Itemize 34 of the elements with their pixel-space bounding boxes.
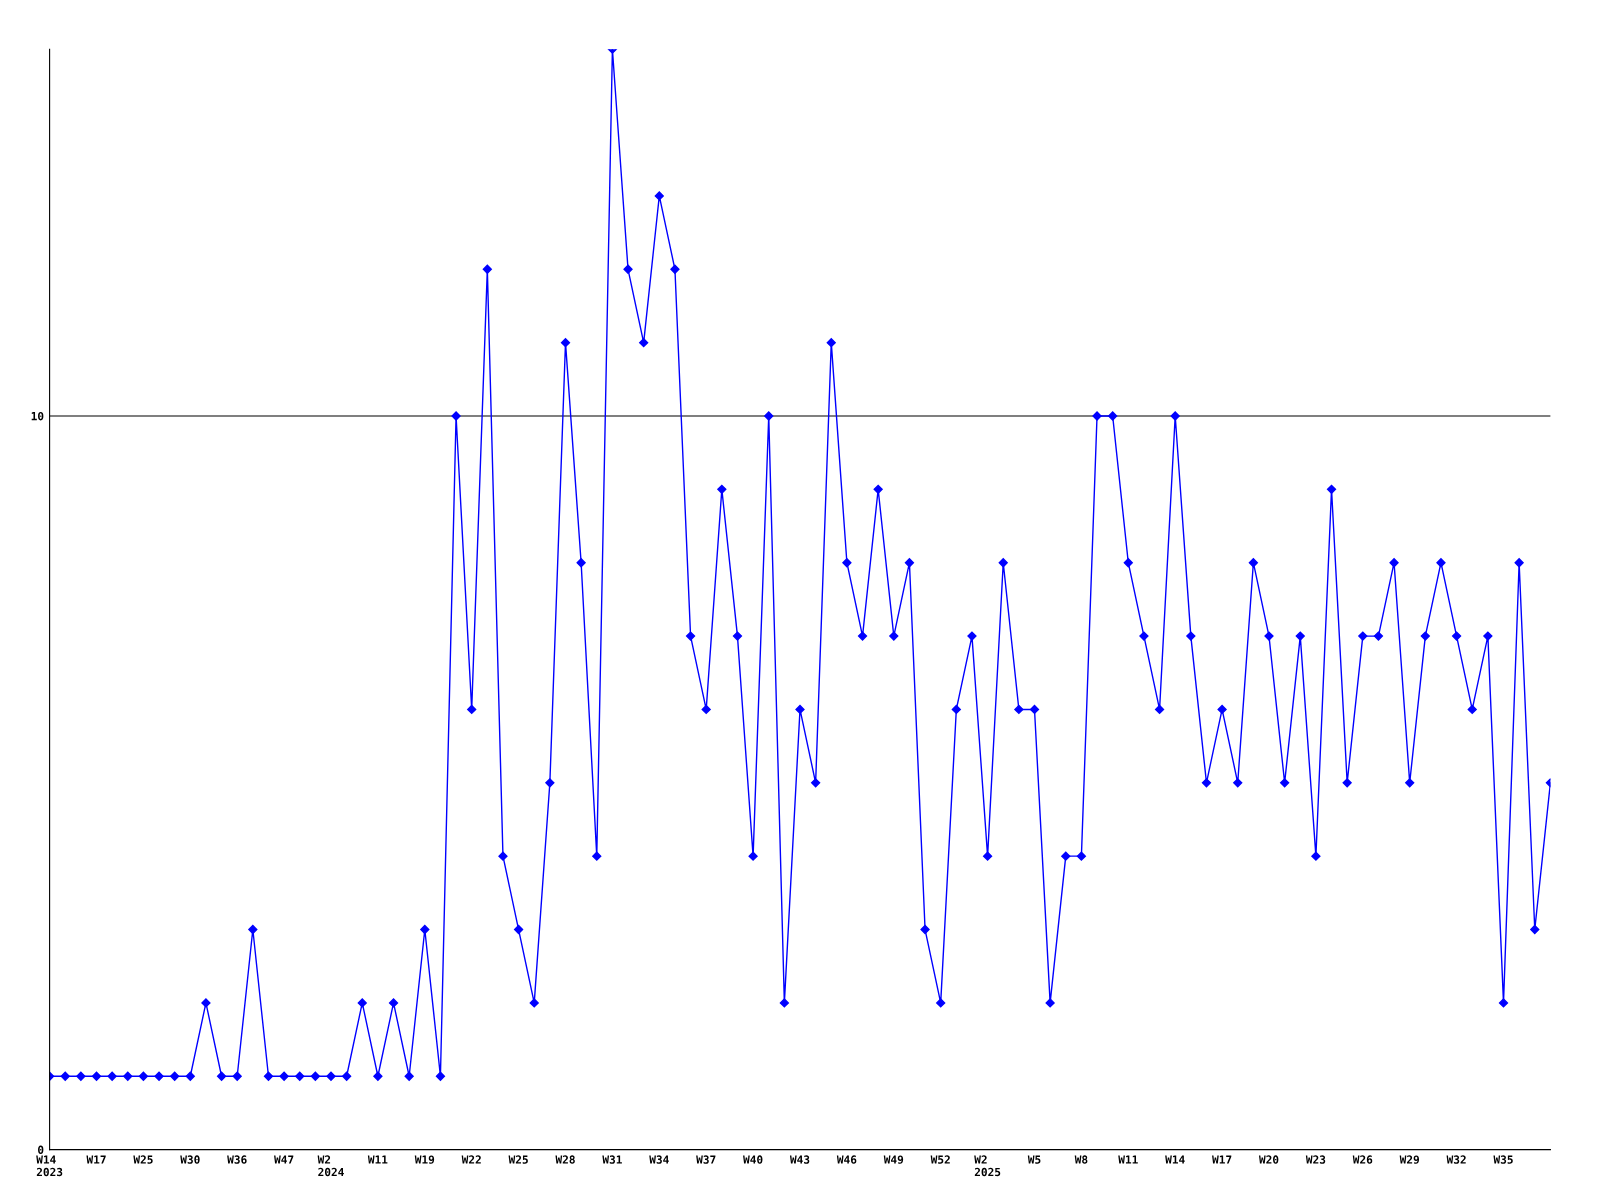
y-tick-label: 0 [38,1145,44,1154]
x-tick-label: W25 [133,1155,153,1164]
y-tick-label: 10 [31,411,44,421]
x-tick-label: W14 2023 [36,1155,63,1177]
x-tick-label: W30 [180,1155,200,1164]
x-tick-label: W2 2025 [974,1155,1001,1177]
x-tick-label: W49 [883,1155,904,1164]
x-tick-label: W2 2024 [317,1155,344,1177]
x-tick-label: W8 [1074,1155,1088,1164]
x-tick-label: W29 [1399,1155,1420,1164]
x-tick-label: W34 [649,1155,669,1164]
x-tick-label: W47 [274,1155,294,1164]
x-tick-label: W36 [227,1155,247,1164]
x-tick-label: W31 [602,1155,622,1164]
x-tick-label: W22 [461,1155,481,1164]
x-tick-label: W20 [1258,1155,1279,1164]
x-tick-label: W43 [789,1155,810,1164]
x-tick-label: W46 [836,1155,857,1164]
x-tick-label: W32 [1446,1155,1466,1164]
x-tick-label: W19 [414,1155,435,1164]
x-tick-label: W17 [1212,1155,1232,1164]
x-tick-label: W14 [1165,1155,1185,1164]
x-tick-label: W17 [86,1155,106,1164]
x-tick-label: W37 [696,1155,716,1164]
x-tick-label: W35 [1493,1155,1513,1164]
x-tick-label: W11 [367,1155,388,1164]
x-tick-label: W52 [930,1155,950,1164]
x-tick-label: W11 [1118,1155,1138,1164]
x-tick-label: W40 [743,1155,763,1164]
x-tick-label: W5 [1027,1155,1041,1164]
x-tick-label: W26 [1352,1155,1373,1164]
x-tick-label: W23 [1305,1155,1326,1164]
x-tick-label: W28 [555,1155,575,1164]
x-tick-label: W25 [508,1155,528,1164]
